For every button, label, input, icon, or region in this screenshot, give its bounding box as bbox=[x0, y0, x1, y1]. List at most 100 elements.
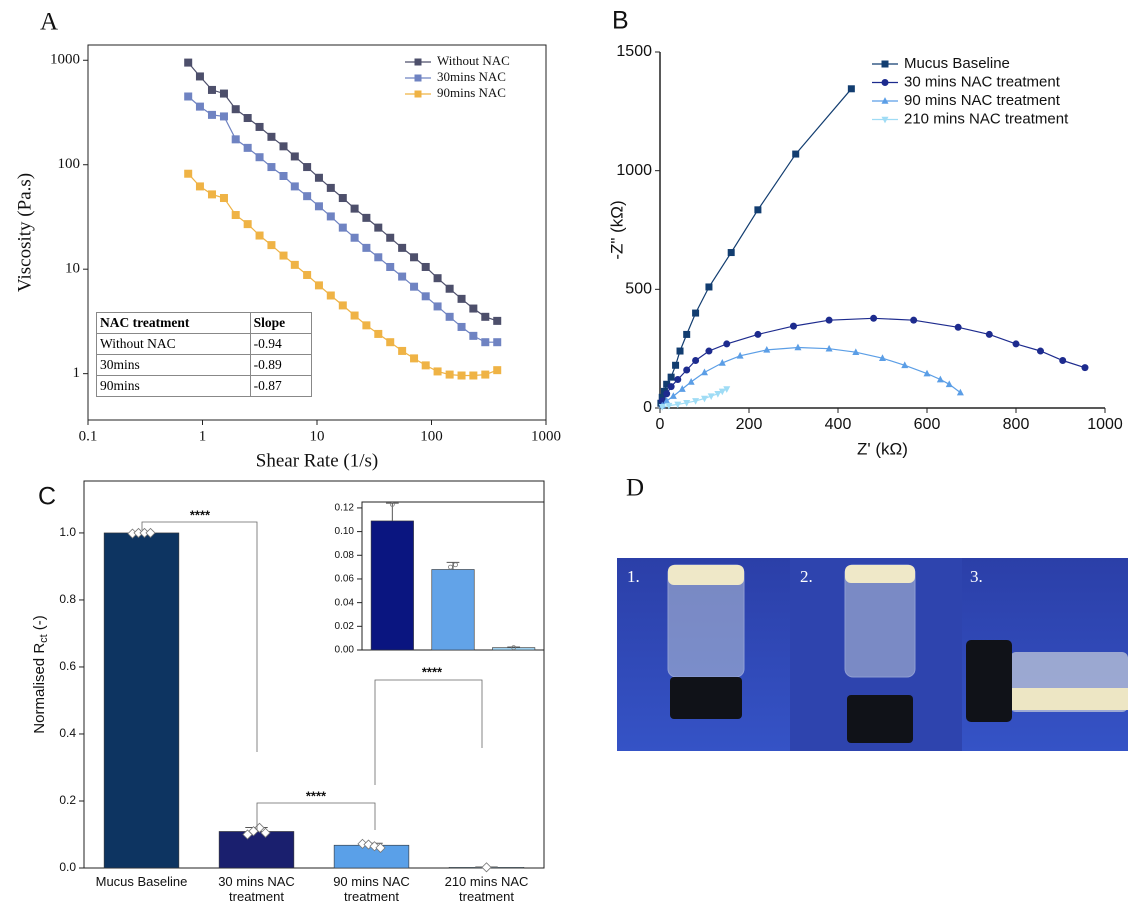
marker bbox=[718, 359, 726, 366]
x-tick-label: 200 bbox=[736, 416, 763, 433]
marker bbox=[678, 385, 686, 392]
x-tick-label: 400 bbox=[825, 416, 852, 433]
chart-panel: 0.00 0.02 0.04 0.06 0.08 0.10 0.12 bbox=[335, 501, 545, 656]
marker bbox=[207, 190, 216, 199]
photo-labels: D 1. 2. 3. bbox=[626, 475, 983, 586]
x-tick-label-box: 30 mins NAC treatment bbox=[218, 874, 295, 904]
table-cell: 30mins bbox=[96, 354, 251, 376]
marker bbox=[219, 112, 228, 121]
data-point bbox=[375, 842, 386, 853]
marker bbox=[255, 231, 264, 240]
significance-bracket bbox=[141, 521, 258, 752]
marker bbox=[195, 182, 204, 191]
marker bbox=[705, 347, 713, 355]
panel-letter: B bbox=[612, 7, 629, 35]
marker bbox=[852, 348, 860, 356]
y-tick-label: 0.8 bbox=[59, 592, 76, 606]
marker bbox=[267, 163, 276, 172]
x-tick-label: 10 bbox=[310, 428, 325, 444]
table-cell: -0.89 bbox=[249, 354, 313, 376]
marker bbox=[658, 393, 666, 401]
photo-caption: 2. bbox=[800, 567, 813, 586]
marker bbox=[870, 314, 878, 322]
legend-marker bbox=[414, 90, 422, 98]
marker bbox=[386, 233, 395, 242]
y-tick-label: 1 bbox=[73, 365, 81, 381]
marker bbox=[493, 338, 502, 347]
marker bbox=[754, 330, 762, 338]
bar bbox=[103, 532, 180, 869]
significance-bracket bbox=[256, 802, 376, 830]
marker bbox=[279, 142, 288, 151]
marker bbox=[707, 393, 715, 400]
marker bbox=[338, 223, 347, 232]
y-tick-label: 0.12 bbox=[335, 503, 355, 514]
y-tick-label: 0.00 bbox=[335, 645, 355, 656]
marker bbox=[314, 281, 323, 290]
marker bbox=[326, 291, 335, 300]
marker bbox=[687, 378, 695, 385]
marker bbox=[279, 251, 288, 260]
mucus bbox=[845, 565, 915, 583]
marker bbox=[1059, 357, 1067, 365]
y-tick-label: 0.0 bbox=[59, 860, 76, 874]
significance-label: **** bbox=[306, 788, 327, 803]
x-tick-label: 600 bbox=[914, 416, 941, 433]
table-cell: 90mins bbox=[96, 375, 251, 397]
marker bbox=[290, 182, 299, 191]
table-row: 30mins -0.89 bbox=[96, 354, 313, 376]
marker bbox=[493, 366, 502, 375]
x-tick-label: 30 mins NAC treatment bbox=[218, 874, 295, 904]
y-tick-label: 0.10 bbox=[335, 526, 355, 537]
marker bbox=[398, 346, 407, 355]
marker bbox=[195, 72, 204, 81]
marker bbox=[219, 89, 228, 98]
y-tick-label: 0.6 bbox=[59, 659, 76, 673]
x-tick-label-box: 90 mins NAC treatment bbox=[333, 874, 410, 904]
marker bbox=[195, 102, 204, 111]
marker bbox=[184, 169, 193, 178]
legend-marker bbox=[881, 60, 889, 68]
x-tick-label: 1000 bbox=[531, 428, 561, 444]
cap bbox=[966, 640, 1012, 722]
marker bbox=[398, 272, 407, 281]
marker bbox=[985, 330, 993, 338]
x-tick-label-box: 210 mins NAC treatment bbox=[445, 874, 529, 904]
x-tick-label: 90 mins NAC treatment bbox=[333, 874, 410, 904]
marker bbox=[290, 152, 299, 161]
mucus bbox=[668, 565, 744, 585]
marker bbox=[794, 343, 802, 351]
marker bbox=[374, 329, 383, 338]
data-point bbox=[260, 827, 271, 838]
marker bbox=[923, 369, 931, 377]
table: NAC treatment Slope Without NAC -0.94 30mins… bbox=[96, 312, 313, 397]
marker bbox=[184, 92, 193, 101]
y-axis-label: -Z" (kΩ) bbox=[607, 200, 626, 259]
y-axis-label-unit: (-) bbox=[31, 615, 48, 630]
x-tick-label-box: Mucus Baseline bbox=[96, 874, 188, 889]
marker bbox=[683, 366, 691, 374]
marker bbox=[879, 354, 886, 361]
marker bbox=[433, 302, 442, 311]
x-axis-label: Z' (kΩ) bbox=[857, 439, 908, 458]
marker bbox=[207, 110, 216, 119]
table-cell: -0.94 bbox=[249, 333, 313, 355]
marker bbox=[457, 294, 466, 303]
data-point bbox=[357, 838, 368, 849]
marker bbox=[825, 344, 833, 352]
marker bbox=[663, 390, 671, 398]
significance-bracket bbox=[374, 679, 483, 785]
table-row: Without NAC -0.94 bbox=[96, 333, 313, 355]
marker bbox=[421, 361, 430, 370]
marker bbox=[457, 322, 466, 331]
table-row: NAC treatment Slope bbox=[96, 312, 313, 334]
marker bbox=[714, 390, 722, 398]
marker bbox=[469, 371, 478, 380]
marker bbox=[219, 194, 228, 203]
legend-marker bbox=[881, 97, 889, 104]
significance-label: **** bbox=[190, 507, 211, 522]
series-line bbox=[187, 62, 498, 322]
marker bbox=[255, 122, 264, 131]
marker bbox=[736, 351, 744, 359]
y-tick-label: 1000 bbox=[50, 52, 80, 68]
